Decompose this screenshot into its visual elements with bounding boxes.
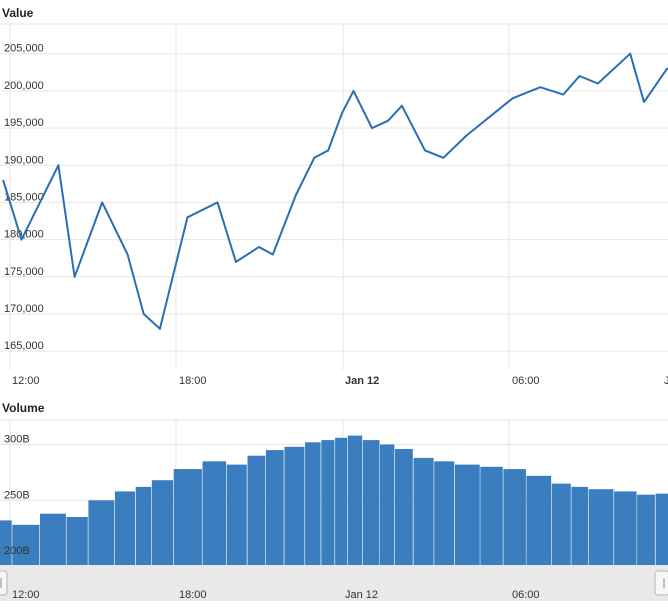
volume-bar[interactable] [0,520,12,565]
volume-bar[interactable] [88,500,115,565]
volume-bar[interactable] [413,457,434,565]
navigator[interactable]: 12:00 18:00 Jan 12 06:00 [0,565,668,601]
volume-bar[interactable] [434,461,455,565]
navigator-left-handle[interactable] [0,570,8,596]
price-y-tick-label: 195,000 [4,117,44,129]
volume-bar[interactable] [395,449,413,565]
price-x-tick-label: 12:00 [12,375,40,387]
volume-y-tick-label: 250B [4,489,30,501]
volume-bar[interactable] [265,450,284,565]
navigator-x-tick-label: 06:00 [512,589,540,601]
price-y-tick-label: 190,000 [4,154,44,166]
navigator-x-tick-label: Jan 12 [345,589,378,601]
volume-bar[interactable] [503,469,526,565]
navigator-x-tick-label: 12:00 [12,589,40,601]
volume-bar[interactable] [202,461,227,565]
volume-bar[interactable] [173,469,202,565]
price-x-axis: 12:00 18:00 Jan 12 06:00 J [12,375,668,387]
volume-bar[interactable] [526,475,552,565]
price-series [2,52,668,330]
price-x-tick-label: J [664,375,668,387]
price-y-tick-label: 175,000 [4,266,44,278]
price-y-tick-label: 185,000 [4,191,44,203]
volume-bar[interactable] [40,513,66,565]
price-y-axis: 165,000170,000175,000180,000185,000190,0… [4,43,44,352]
navigator-track[interactable] [0,565,668,601]
price-x-tick-label: 18:00 [179,375,207,387]
volume-bar[interactable] [321,440,335,565]
volume-panel: 200B 250B 300B Volume [0,401,668,565]
volume-bar[interactable] [226,464,247,565]
volume-bar[interactable] [247,455,266,565]
volume-bar[interactable] [571,486,589,565]
navigator-x-axis: 12:00 18:00 Jan 12 06:00 [12,589,540,601]
volume-bar[interactable] [480,466,503,565]
volume-bar[interactable] [637,494,655,565]
volume-bar[interactable] [347,435,363,565]
volume-bar[interactable] [551,483,571,565]
volume-y-tick-label: 200B [4,545,30,557]
volume-bars [0,435,668,566]
volume-y-tick-label: 300B [4,434,30,446]
price-y-tick-label: 170,000 [4,303,44,315]
volume-bar[interactable] [151,480,174,565]
volume-bar[interactable] [12,524,40,565]
volume-bar[interactable] [362,440,380,565]
volume-axis-title: Volume [2,401,45,415]
price-y-tick-label: 165,000 [4,340,44,352]
price-y-tick-label: 205,000 [4,43,44,55]
volume-bar[interactable] [135,486,152,565]
volume-y-axis: 200B 250B 300B [4,434,30,558]
price-axis-title: Value [2,6,34,20]
price-y-tick-label: 200,000 [4,80,44,92]
volume-bar[interactable] [66,517,88,565]
volume-bar[interactable] [335,437,348,565]
volume-bar[interactable] [655,493,668,565]
price-series-line[interactable] [2,52,668,330]
volume-bar[interactable] [305,442,321,565]
volume-bar[interactable] [455,464,480,565]
volume-bar[interactable] [114,491,135,565]
price-x-tick-label: 06:00 [512,375,540,387]
navigator-x-tick-label: 18:00 [179,589,207,601]
volume-bar[interactable] [614,491,637,565]
price-grid [0,23,668,370]
volume-bar[interactable] [380,444,395,566]
volume-bar[interactable] [284,446,305,565]
volume-bar[interactable] [588,489,614,565]
price-x-tick-label: Jan 12 [345,375,379,387]
price-panel: 165,000170,000175,000180,000185,000190,0… [0,6,668,387]
navigator-right-handle[interactable] [654,570,668,596]
